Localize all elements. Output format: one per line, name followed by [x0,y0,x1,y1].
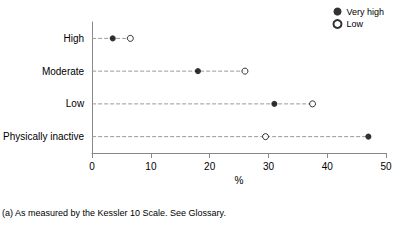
svg-text:Moderate: Moderate [42,66,85,77]
svg-text:20: 20 [204,161,216,172]
svg-text:50: 50 [380,161,392,172]
svg-text:High: High [64,33,85,44]
svg-text:40: 40 [322,161,334,172]
svg-text:%: % [235,175,244,186]
svg-text:Low: Low [66,98,85,109]
svg-text:Very high: Very high [346,7,384,17]
svg-text:(a) As measured by the Kessler: (a) As measured by the Kessler 10 Scale.… [2,208,226,218]
svg-text:10: 10 [145,161,157,172]
svg-text:Physically inactive: Physically inactive [3,131,85,142]
svg-text:Low: Low [346,19,363,29]
svg-text:30: 30 [263,161,275,172]
svg-text:0: 0 [89,161,95,172]
